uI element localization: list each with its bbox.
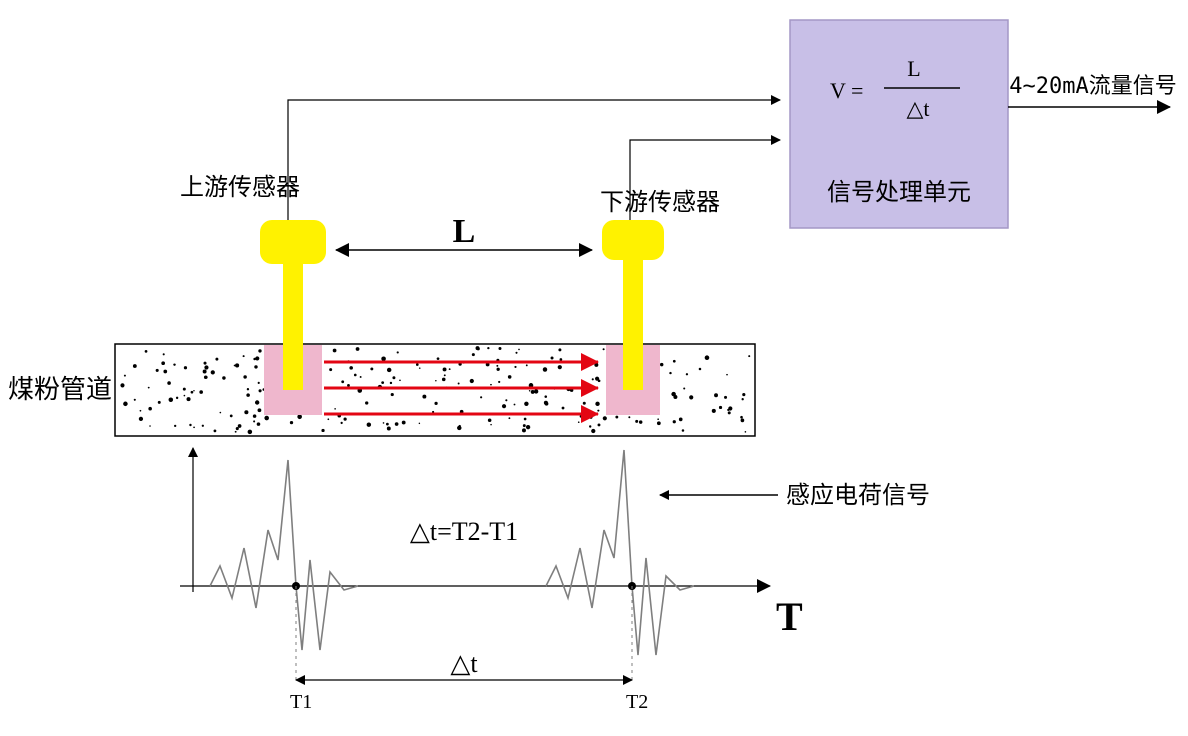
output-label: 4~20mA流量信号 xyxy=(1009,74,1176,99)
pipe-label: 煤粉管道 xyxy=(8,375,112,404)
signal-label: 感应电荷信号 xyxy=(786,482,930,509)
delta-t-label: △t xyxy=(450,649,478,678)
T2-label: T2 xyxy=(626,691,648,713)
upstream-sensor-label: 上游传感器 xyxy=(180,174,300,201)
downstream-sensor-head xyxy=(602,220,664,260)
formula-L: L xyxy=(907,56,920,81)
distance-L-label: L xyxy=(453,213,476,250)
processor-label: 信号处理单元 xyxy=(827,179,971,206)
axis-T-label: T xyxy=(776,594,803,639)
formula-dt: △t xyxy=(906,96,929,121)
formula-V: V = xyxy=(830,78,863,103)
waveform-2 xyxy=(546,450,694,655)
upstream-sensor-head xyxy=(260,220,326,264)
downstream-sensor-stem xyxy=(623,260,643,390)
T1-label: T1 xyxy=(290,691,312,713)
upstream-sensor-stem xyxy=(283,264,303,390)
downstream-sensor-label: 下游传感器 xyxy=(600,189,720,216)
delta-t-equation: △t=T2-T1 xyxy=(410,517,518,546)
waveform-1 xyxy=(210,460,358,650)
